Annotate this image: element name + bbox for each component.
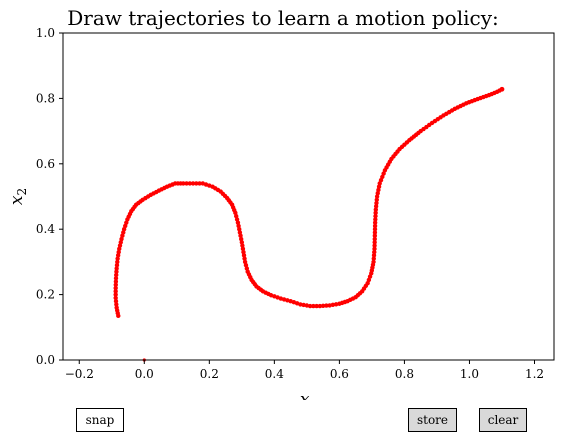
x-tick-label: 0.0 [135, 367, 154, 381]
trajectory-point [333, 302, 339, 307]
y-axis-label: x2 [7, 188, 29, 205]
trajectory-point [236, 223, 241, 229]
trajectory-point [114, 269, 119, 274]
trajectory-point [115, 259, 120, 265]
trajectory-point [113, 285, 118, 291]
trajectory-point [114, 302, 119, 307]
x-tick-label: 0.6 [330, 367, 349, 381]
trajectory-point [372, 220, 378, 225]
trajectory-point [376, 184, 382, 189]
trajectory-point [304, 303, 310, 308]
trajectory-point [235, 220, 241, 225]
y-tick-label: 0.6 [36, 157, 55, 171]
trajectory-point [113, 276, 119, 281]
trajectory-point [301, 302, 306, 308]
trajectory-end-point [499, 86, 505, 92]
x-tick-label: −0.2 [65, 367, 94, 381]
trajectory-point [115, 256, 120, 261]
trajectory-point [113, 292, 118, 297]
trajectory-point [324, 303, 329, 308]
trajectory-point [376, 187, 381, 193]
trajectory-point [181, 181, 186, 186]
axis-ticks: −0.2 0.0 0.2 0.4 0.6 0.8 1.0 1.2 0.0 0.2 0.4 0.6 0.8… [36, 26, 544, 381]
trajectory-point [115, 253, 121, 258]
trajectory-point [372, 223, 378, 229]
trajectory-point [373, 217, 378, 222]
trajectory-point [371, 259, 376, 265]
trajectory-point [197, 181, 202, 186]
trajectory-point [374, 200, 379, 206]
trajectory-point [114, 262, 120, 268]
trajectory-point [371, 256, 376, 261]
trajectory-points [113, 86, 505, 362]
trajectory-point [372, 240, 377, 245]
trajectory-point [116, 249, 121, 255]
trajectory-point [237, 230, 243, 235]
trajectory-point [375, 191, 380, 196]
x-tick-label: 0.8 [395, 367, 414, 381]
axes-frame [62, 32, 555, 361]
trajectory-point [184, 181, 189, 186]
y-tick-label: 1.0 [36, 26, 55, 40]
y-tick-label: 0.2 [36, 288, 55, 302]
trajectory-point [190, 181, 196, 186]
trajectory-point [372, 236, 377, 242]
trajectory-point [372, 243, 377, 248]
trajectory-point [374, 197, 379, 202]
y-tick-label: 0.8 [36, 91, 55, 105]
trajectory-point [373, 204, 379, 209]
trajectory-point [238, 233, 243, 238]
trajectory-point [241, 253, 247, 258]
trajectory-point [241, 249, 246, 255]
trajectory-point [307, 303, 313, 309]
y-tick-label: 0.4 [36, 222, 55, 236]
trajectory-point [373, 207, 379, 212]
trajectory-point [113, 298, 119, 304]
trajectory-point [114, 305, 119, 310]
x-axis-label: x1 [300, 390, 317, 400]
trajectory-point [114, 266, 119, 271]
trajectory-point [240, 246, 246, 252]
trajectory-point [317, 303, 323, 309]
trajectory-point [311, 303, 316, 309]
trajectory-point [187, 181, 193, 186]
trajectory-point [113, 295, 118, 301]
trajectory-point [113, 279, 119, 284]
trajectory-point [330, 302, 336, 308]
trajectory-point [314, 303, 319, 309]
chart-title: Draw trajectories to learn a motion poli… [67, 6, 499, 30]
trajectory-point [238, 236, 244, 242]
trajectory-point [372, 227, 378, 232]
trajectory-point [327, 303, 332, 308]
trajectory-point [240, 243, 245, 248]
trajectory-point [371, 253, 377, 258]
trajectory-point [237, 227, 242, 232]
trajectory-point [372, 233, 378, 238]
x-tick-label: 1.0 [460, 367, 479, 381]
trajectory-point [242, 256, 247, 261]
trajectory-point [113, 282, 118, 287]
trajectory-point [372, 249, 377, 255]
trajectory-point [373, 210, 378, 216]
x-tick-label: 0.4 [265, 367, 284, 381]
y-tick-label: 0.0 [36, 353, 55, 367]
trajectory-point [373, 213, 378, 219]
trajectory-point [374, 194, 380, 199]
store-button[interactable]: store [408, 408, 457, 432]
trajectory-point [320, 303, 326, 309]
trajectory-point [113, 289, 118, 294]
trajectory-point [114, 272, 119, 278]
trajectory-point [194, 181, 199, 186]
clear-button[interactable]: clear [479, 408, 527, 432]
trajectory-point [239, 240, 245, 245]
x-tick-label: 1.2 [525, 367, 544, 381]
snap-button[interactable]: snap [76, 408, 124, 432]
trajectory-point [372, 246, 377, 252]
trajectory-plot[interactable]: −0.2 0.0 0.2 0.4 0.6 0.8 1.0 1.2 0.0 0.2 0.4 0.6 0.8… [0, 0, 566, 400]
trajectory-point [298, 302, 303, 307]
trajectory-point [372, 230, 378, 235]
x-tick-label: 0.2 [200, 367, 219, 381]
